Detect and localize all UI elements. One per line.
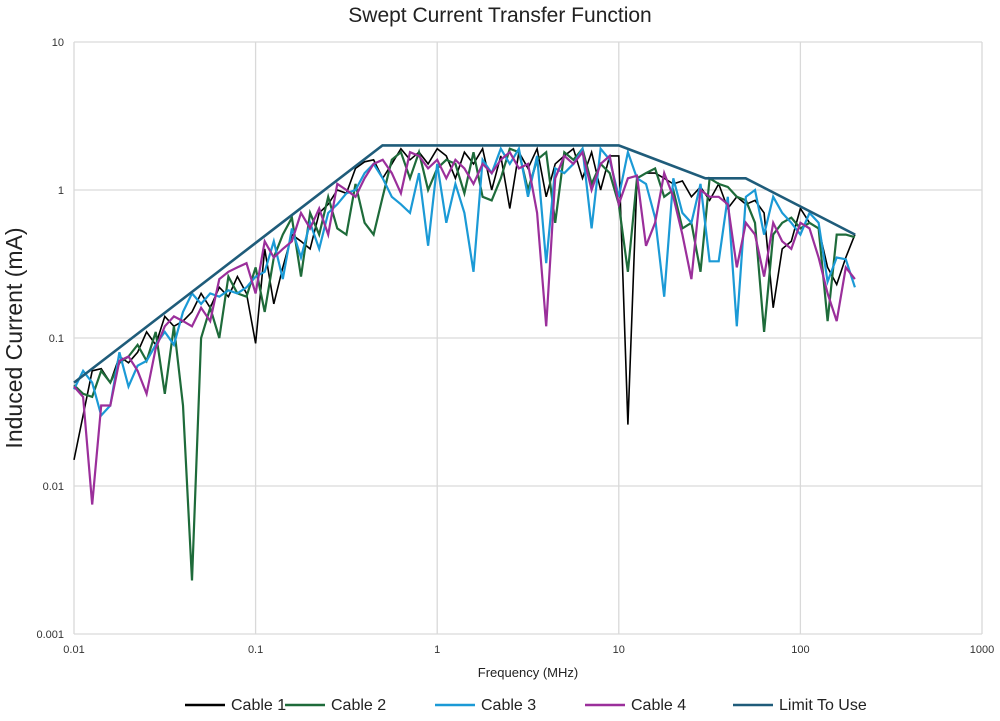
x-axis-label: Frequency (MHz) (478, 665, 578, 680)
chart-title: Swept Current Transfer Function (348, 4, 651, 27)
legend: Cable 1 Cable 2 Cable 3 Cable 4 Limit To Use (185, 697, 867, 714)
series-line-cable-1 (73, 146, 856, 461)
legend-label: Cable 4 (631, 697, 686, 714)
y-tick-label: 0.01 (43, 481, 64, 493)
x-tick-label: 1 (434, 644, 440, 656)
tick-labels: 0.01 0.1 1 10 100 1000 10 1 0.1 0.01 0.001 (36, 37, 994, 656)
y-tick-label: 0.1 (49, 333, 64, 345)
y-axis-label: Induced Current (mA) (1, 227, 27, 448)
x-tick-label: 10 (613, 644, 625, 656)
grid (73, 41, 983, 635)
legend-label: Cable 3 (481, 697, 536, 714)
series-line-cable-3 (73, 145, 856, 418)
x-tick-label: 1000 (970, 644, 994, 656)
legend-label: Cable 2 (331, 697, 386, 714)
series-group (73, 144, 856, 581)
legend-label: Limit To Use (779, 697, 867, 714)
legend-label: Cable 1 (231, 697, 286, 714)
y-tick-label: 1 (58, 185, 64, 197)
x-tick-label: 0.1 (248, 644, 263, 656)
x-tick-label: 0.01 (63, 644, 84, 656)
y-tick-label: 0.001 (36, 629, 64, 641)
series-line-cable-4 (73, 149, 856, 505)
series-line-cable-2 (73, 146, 856, 581)
x-tick-label: 100 (791, 644, 809, 656)
y-tick-label: 10 (52, 37, 64, 49)
series-line-limit-to-use (73, 144, 856, 384)
